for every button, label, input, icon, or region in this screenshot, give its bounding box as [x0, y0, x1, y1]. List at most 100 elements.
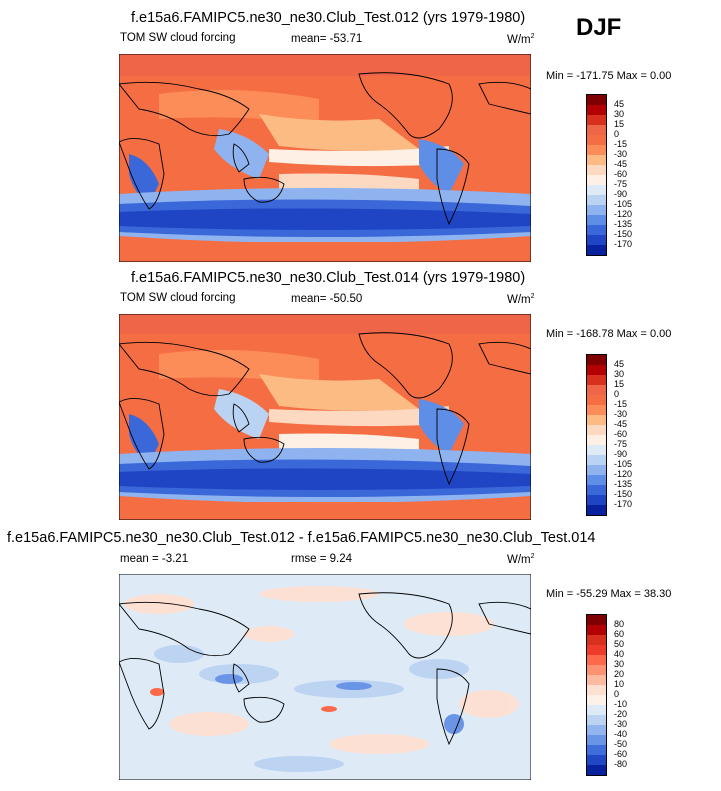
- colorbar-swatch: [587, 695, 606, 705]
- colorbar-tick-label: -135: [614, 219, 633, 229]
- colorbar-tick-label: -15: [614, 399, 628, 409]
- colorbar-tick-label: -105: [614, 459, 633, 469]
- colorbar-tick-label: -30: [614, 409, 628, 419]
- colorbar-tick-label: 0: [614, 129, 620, 139]
- panel3-minmax: Min = -55.29 Max = 38.30: [546, 588, 672, 600]
- colorbar-swatch: [587, 725, 606, 735]
- colorbar-swatch: [587, 405, 606, 415]
- colorbar-tick-label: 15: [614, 379, 625, 389]
- colorbar-swatch: [587, 185, 606, 195]
- panel1-units: W/m2: [507, 33, 535, 46]
- colorbar-tick-label: -170: [614, 239, 633, 249]
- colorbar-tick-label: 20: [614, 669, 625, 679]
- colorbar-swatch: [587, 765, 606, 775]
- colorbar-swatch: [587, 195, 606, 205]
- colorbar-swatch: [587, 95, 606, 105]
- colorbar-swatch: [587, 755, 606, 765]
- colorbar-swatch: [587, 645, 606, 655]
- colorbar-swatch: [587, 355, 606, 365]
- colorbar-tick-label: 0: [614, 689, 620, 699]
- colorbar-swatch: [587, 745, 606, 755]
- panel1-map: [119, 54, 531, 262]
- panel1-colorbar: [586, 94, 607, 256]
- panel2-units: W/m2: [507, 293, 535, 306]
- panel2-map: [119, 314, 531, 520]
- colorbar-swatch: [587, 705, 606, 715]
- colorbar-swatch: [587, 395, 606, 405]
- colorbar-tick-label: -50: [614, 739, 628, 749]
- colorbar-tick-label: 30: [614, 659, 625, 669]
- colorbar-swatch: [587, 125, 606, 135]
- colorbar-swatch: [587, 435, 606, 445]
- colorbar-tick-label: -45: [614, 159, 628, 169]
- colorbar-tick-label: 0: [614, 389, 620, 399]
- colorbar-swatch: [587, 215, 606, 225]
- panel3-units: W/m2: [507, 553, 535, 566]
- panel3-colorbar: [586, 614, 607, 776]
- colorbar-tick-label: 30: [614, 109, 625, 119]
- colorbar-swatch: [587, 115, 606, 125]
- colorbar-swatch: [587, 135, 606, 145]
- panel1-mean: mean= -53.71: [291, 33, 363, 45]
- colorbar-swatch: [587, 415, 606, 425]
- colorbar-swatch: [587, 225, 606, 235]
- panel2-variable-label: TOM SW cloud forcing: [120, 292, 236, 304]
- colorbar-swatch: [587, 425, 606, 435]
- colorbar-swatch: [587, 665, 606, 675]
- colorbar-tick-label: 45: [614, 99, 625, 109]
- colorbar-tick-label: -120: [614, 469, 633, 479]
- colorbar-tick-label: -75: [614, 439, 628, 449]
- colorbar-tick-label: -15: [614, 139, 628, 149]
- colorbar-tick-label: -75: [614, 179, 628, 189]
- colorbar-tick-label: 45: [614, 359, 625, 369]
- panel2-mean: mean= -50.50: [291, 293, 363, 305]
- colorbar-tick-label: -80: [614, 759, 628, 769]
- colorbar-tick-label: 50: [614, 639, 625, 649]
- colorbar-swatch: [587, 685, 606, 695]
- colorbar-tick-label: -30: [614, 719, 628, 729]
- season-label: DJF: [576, 14, 622, 41]
- panel3-title: f.e15a6.FAMIPC5.ne30_ne30.Club_Test.012 …: [7, 530, 596, 546]
- panel2-minmax: Min = -168.78 Max = 0.00: [546, 328, 672, 340]
- colorbar-tick-label: -60: [614, 169, 628, 179]
- colorbar-tick-label: -20: [614, 709, 628, 719]
- colorbar-tick-label: -90: [614, 449, 628, 459]
- colorbar-swatch: [587, 105, 606, 115]
- colorbar-swatch: [587, 485, 606, 495]
- colorbar-tick-label: -40: [614, 729, 628, 739]
- colorbar-swatch: [587, 445, 606, 455]
- panel2-colorbar: [586, 354, 607, 516]
- colorbar-tick-label: 10: [614, 679, 625, 689]
- colorbar-swatch: [587, 165, 606, 175]
- colorbar-tick-label: 15: [614, 119, 625, 129]
- colorbar-tick-label: -150: [614, 489, 633, 499]
- colorbar-swatch: [587, 365, 606, 375]
- colorbar-swatch: [587, 505, 606, 515]
- colorbar-tick-label: 40: [614, 649, 625, 659]
- colorbar-swatch: [587, 155, 606, 165]
- colorbar-swatch: [587, 245, 606, 255]
- colorbar-tick-label: -120: [614, 209, 633, 219]
- colorbar-swatch: [587, 375, 606, 385]
- colorbar-swatch: [587, 495, 606, 505]
- colorbar-swatch: [587, 385, 606, 395]
- panel1-variable-label: TOM SW cloud forcing: [120, 32, 236, 44]
- colorbar-tick-label: -170: [614, 499, 633, 509]
- panel2-title: f.e15a6.FAMIPC5.ne30_ne30.Club_Test.014 …: [131, 270, 526, 286]
- colorbar-swatch: [587, 455, 606, 465]
- colorbar-swatch: [587, 175, 606, 185]
- colorbar-tick-label: 80: [614, 619, 625, 629]
- colorbar-swatch: [587, 675, 606, 685]
- colorbar-tick-label: -90: [614, 189, 628, 199]
- colorbar-tick-label: -45: [614, 419, 628, 429]
- panel3-rmse: rmse = 9.24: [291, 553, 353, 565]
- colorbar-tick-label: -150: [614, 229, 633, 239]
- panel1-minmax: Min = -171.75 Max = 0.00: [546, 70, 672, 82]
- colorbar-tick-label: 60: [614, 629, 625, 639]
- colorbar-tick-label: -135: [614, 479, 633, 489]
- colorbar-swatch: [587, 235, 606, 245]
- panel3-mean: mean = -3.21: [120, 553, 189, 565]
- colorbar-tick-label: -105: [614, 199, 633, 209]
- colorbar-swatch: [587, 465, 606, 475]
- colorbar-swatch: [587, 735, 606, 745]
